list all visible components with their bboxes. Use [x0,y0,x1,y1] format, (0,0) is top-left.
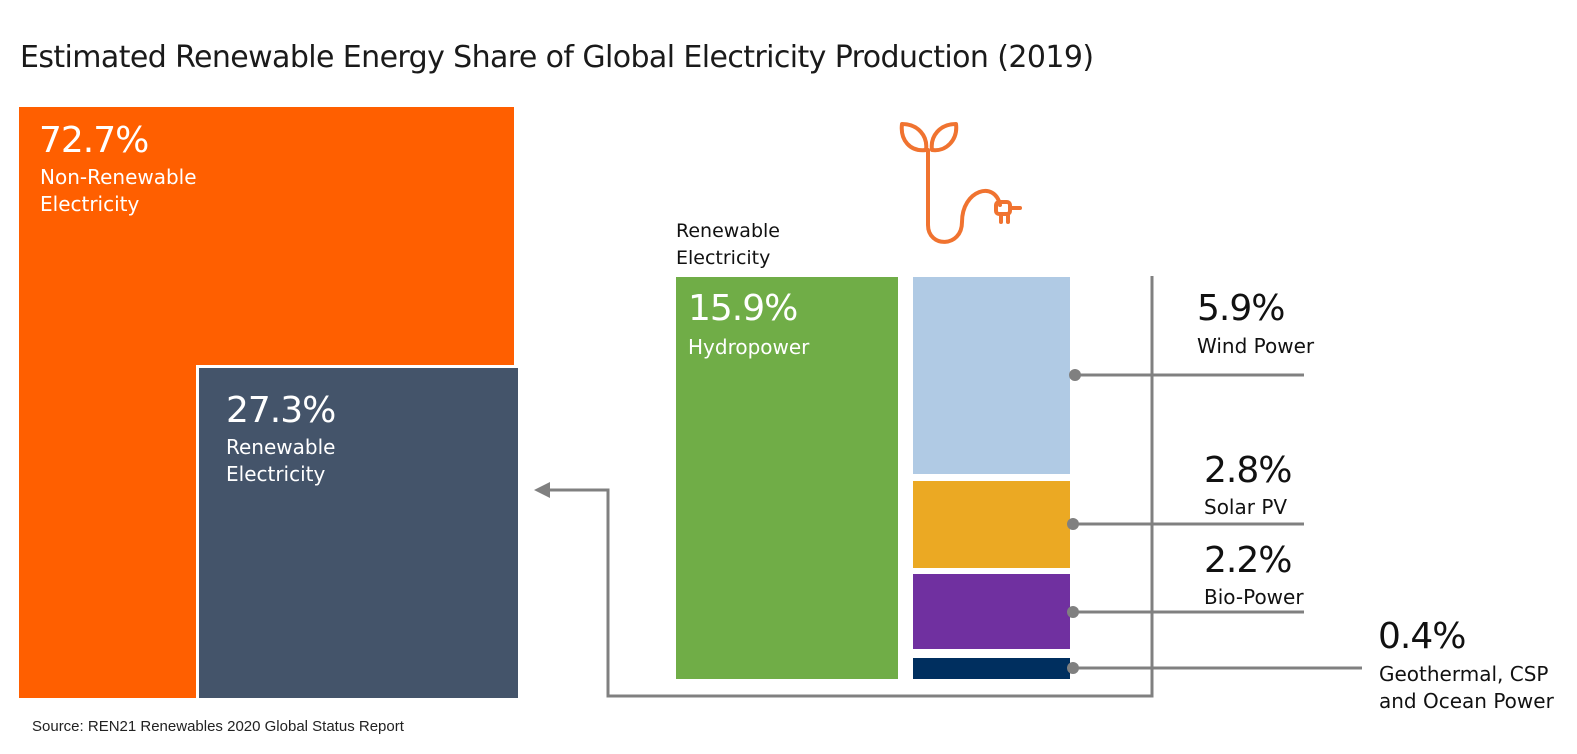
bio-pct: 2.2% [1204,540,1292,581]
renewable-header-line-1: Renewable [676,220,780,242]
renewable-label: Renewable Electricity [226,434,335,488]
renewable-header: Renewable Electricity [676,218,780,272]
renewable-block [196,365,518,698]
renewable-header-line-2: Electricity [676,247,771,269]
arrow-line [548,276,1154,698]
hydropower-pct: 15.9% [688,288,798,329]
solar-label-line-1: Solar PV [1204,495,1288,519]
solar-pct: 2.8% [1204,450,1292,491]
wind-label-line-1: Wind Power [1197,334,1315,358]
non-renewable-label-line-2: Electricity [40,192,140,216]
non-renewable-label: Non-Renewable Electricity [40,164,197,218]
renewable-label-line-1: Renewable [226,435,336,459]
geothermal-leader-dot [1067,662,1079,674]
solar-block [913,481,1070,568]
geothermal-label-line-2: and Ocean Power [1379,689,1554,713]
geothermal-block [913,658,1070,679]
bio-label-line-1: Bio-Power [1204,585,1304,609]
wind-block [913,277,1070,474]
non-renewable-pct: 72.7% [39,120,149,161]
hydropower-block [676,277,898,679]
arrow-head [534,482,550,498]
source-note: Source: REN21 Renewables 2020 Global Sta… [32,718,404,735]
chart-title: Estimated Renewable Energy Share of Glob… [20,40,1094,75]
renewable-label-line-2: Electricity [226,462,326,486]
renewable-pct: 27.3% [226,390,336,431]
geothermal-label: Geothermal, CSP and Ocean Power [1379,661,1554,715]
bio-leader-dot [1067,606,1079,618]
geothermal-pct: 0.4% [1378,616,1466,657]
hydropower-label: Hydropower [688,334,809,361]
bio-block [913,574,1070,649]
wind-label: Wind Power [1197,333,1314,360]
bio-label: Bio-Power [1204,584,1304,611]
solar-label: Solar PV [1204,494,1287,521]
plant-plug-icon [899,122,1022,244]
hydropower-label-line-1: Hydropower [688,335,810,359]
solar-leader-dot [1067,518,1079,530]
wind-leader-dot [1069,369,1081,381]
non-renewable-label-line-1: Non-Renewable [40,165,197,189]
arrow-connector [548,276,1154,698]
geothermal-label-line-1: Geothermal, CSP [1379,662,1549,686]
wind-pct: 5.9% [1197,288,1285,329]
